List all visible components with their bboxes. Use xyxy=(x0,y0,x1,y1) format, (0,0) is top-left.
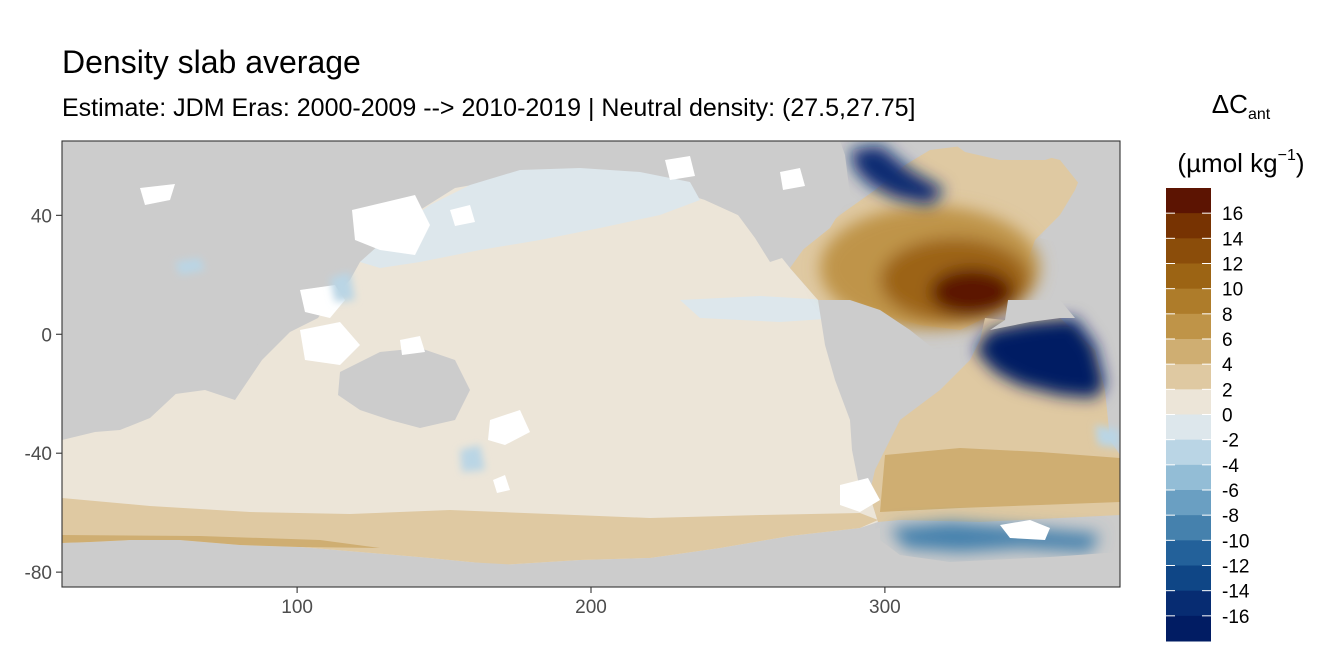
legend-label: -12 xyxy=(1222,557,1249,578)
missing-data-patch xyxy=(140,184,175,205)
legend-swatch xyxy=(1166,540,1211,566)
color-legend-labels: 16 14 12 10 8 6 4 2 0 -2 -4 -6 -8 -10 -12 -14 -16 xyxy=(1166,204,1250,628)
legend-unit-suffix: ) xyxy=(1295,148,1305,178)
y-tick-label: -40 xyxy=(25,444,52,465)
missing-data-patch xyxy=(488,410,530,445)
field-atlantic-maximum xyxy=(930,268,1014,316)
ocean-region-pacific-indian xyxy=(62,176,878,565)
legend-unit: (µmol kg−1) xyxy=(1166,136,1316,183)
x-axis: 100 200 300 xyxy=(281,587,901,618)
legend-label: 16 xyxy=(1222,204,1243,225)
legend-swatch xyxy=(1166,238,1211,264)
legend-label: -2 xyxy=(1222,431,1239,452)
missing-data-patch xyxy=(352,195,430,255)
ocean-region-south-atlantic-band xyxy=(880,448,1120,512)
ocean-region-equatorial-pacific xyxy=(680,296,840,322)
x-tick-label: 300 xyxy=(869,597,901,618)
legend-label: 8 xyxy=(1222,305,1233,326)
legend-swatch xyxy=(1166,288,1211,315)
legend-label: -4 xyxy=(1222,456,1239,477)
x-tick-label: 200 xyxy=(575,597,607,618)
land-australia xyxy=(338,348,470,428)
x-tick-label: 100 xyxy=(281,597,313,618)
land-north-america xyxy=(660,141,850,262)
ocean-region-southern-ocean xyxy=(62,498,878,565)
field-south-atlantic-minimum xyxy=(975,318,1105,398)
legend-swatch xyxy=(1166,515,1211,541)
legend-swatch xyxy=(1166,188,1211,214)
missing-data-patch xyxy=(400,336,425,355)
legend-swatch xyxy=(1166,339,1211,365)
ocean-region-southern-ocean-core xyxy=(62,535,380,548)
field-labrador-minimum xyxy=(850,145,945,205)
y-tick-label: 0 xyxy=(41,325,52,346)
legend-label: -6 xyxy=(1222,481,1239,502)
legend-label: 2 xyxy=(1222,380,1233,401)
missing-data-patch xyxy=(780,168,805,190)
legend-title-subscript: ant xyxy=(1247,106,1271,123)
legend-swatch xyxy=(1166,414,1211,441)
legend-swatch xyxy=(1166,364,1211,390)
map-panel xyxy=(62,141,1120,587)
color-legend-bar xyxy=(1166,188,1211,642)
legend-swatch xyxy=(1166,565,1211,592)
legend-swatch xyxy=(1166,313,1211,340)
coastal-fringe-segment xyxy=(175,258,205,275)
legend-label: 10 xyxy=(1222,280,1243,301)
land-south-america xyxy=(818,300,935,500)
y-tick-label: 40 xyxy=(31,206,52,227)
legend-swatch xyxy=(1166,213,1211,239)
legend-swatch xyxy=(1166,439,1211,466)
legend-label: -10 xyxy=(1222,531,1249,552)
legend-label: -14 xyxy=(1222,582,1250,603)
y-axis: 40 0 -40 -80 xyxy=(25,206,62,584)
legend-swatch xyxy=(1166,590,1211,617)
legend-swatch xyxy=(1166,615,1211,642)
missing-data-patch xyxy=(450,205,475,226)
missing-data-patch xyxy=(665,156,695,180)
land-greenland xyxy=(950,141,1070,160)
legend-unit-prefix: (µmol kg xyxy=(1177,148,1278,178)
legend-unit-exponent: −1 xyxy=(1277,147,1296,164)
y-tick-label: -80 xyxy=(25,563,52,584)
coastal-fringe-segment xyxy=(460,445,485,472)
coastal-fringe-segment xyxy=(1095,425,1120,448)
legend-label: -16 xyxy=(1222,607,1249,628)
missing-data-patch xyxy=(493,475,510,493)
land-africa xyxy=(62,141,360,440)
legend-swatch xyxy=(1166,263,1211,290)
missing-data-patch xyxy=(300,322,360,365)
coastal-fringe xyxy=(175,258,1120,472)
legend-swatch xyxy=(1166,490,1211,516)
legend-label: 0 xyxy=(1222,406,1233,427)
legend-title-symbol: ΔC xyxy=(1211,89,1248,119)
land-europe xyxy=(1040,141,1120,245)
land-antarctica xyxy=(62,528,1120,587)
chart-title: Density slab average xyxy=(62,44,361,80)
coastal-fringe-segment xyxy=(330,272,355,302)
legend-swatch xyxy=(1166,389,1211,415)
land-west-africa xyxy=(990,300,1075,330)
missing-data-patches xyxy=(140,156,1050,540)
legend-label: 4 xyxy=(1222,355,1233,376)
missing-data-patch xyxy=(1000,520,1050,540)
legend-swatch xyxy=(1166,464,1211,491)
chart-subtitle: Estimate: JDM Eras: 2000-2009 --> 2010-2… xyxy=(62,94,916,122)
legend-label: -8 xyxy=(1222,506,1239,527)
legend-label: 14 xyxy=(1222,229,1244,250)
legend-title: ΔCant xyxy=(1166,84,1316,135)
legend-label: 6 xyxy=(1222,330,1233,351)
ocean-region-north-pacific xyxy=(360,168,700,268)
missing-data-patch xyxy=(840,478,880,512)
legend-label: 12 xyxy=(1222,255,1243,276)
